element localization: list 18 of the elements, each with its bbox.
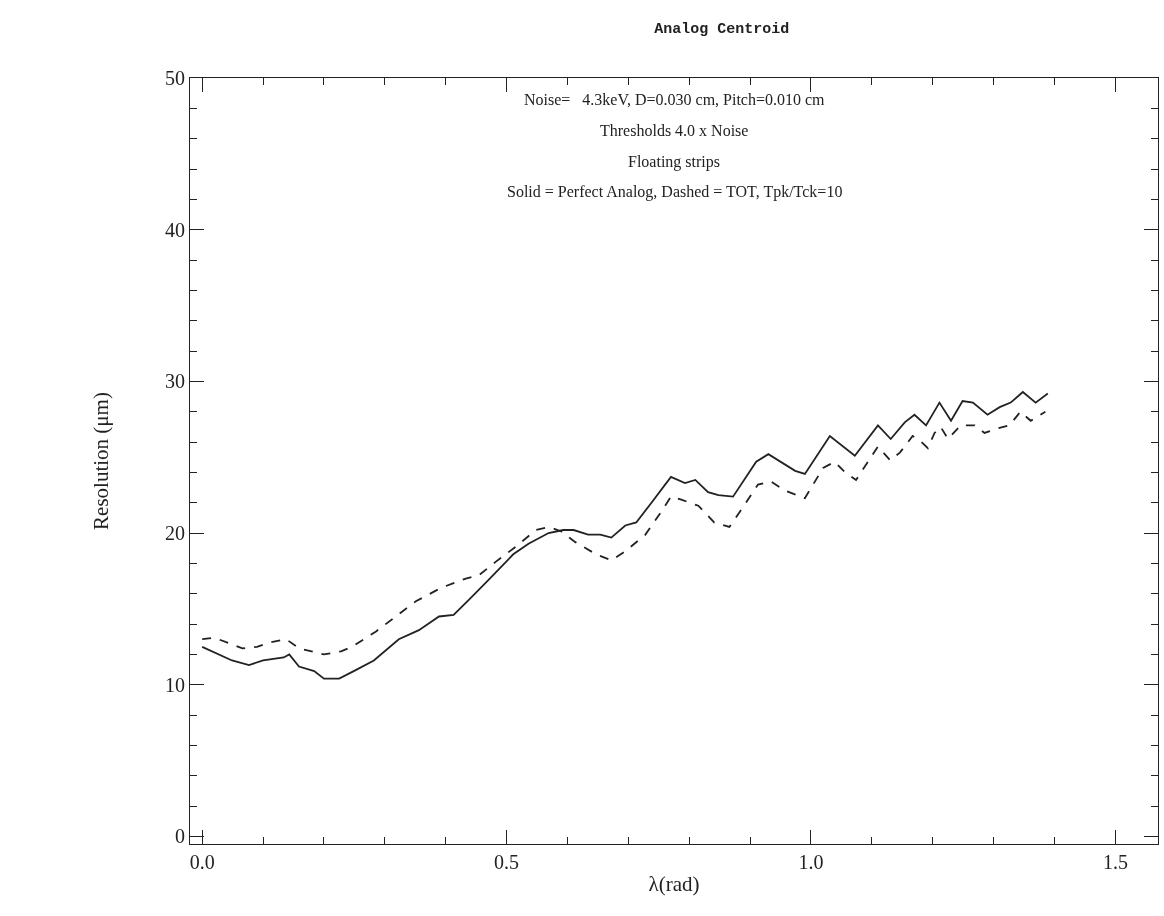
x-axis-title: λ(rad) (648, 872, 700, 897)
y-tick-label: 20 (165, 522, 185, 545)
x-tick-label: 1.0 (798, 851, 824, 873)
annotation: Noise= 4.3keV, D=0.030 cm, Pitch=0.010 cm (524, 91, 826, 108)
line-series (201, 391, 1049, 680)
y-tick-label: 0 (175, 825, 185, 848)
y-tick-label: 10 (165, 673, 185, 696)
x-tick-label: 1.5 (1102, 851, 1128, 873)
y-tick-label: 40 (165, 218, 185, 241)
x-tick-label: 0.5 (494, 851, 520, 873)
y-axis-title: Resolution (μm) (89, 392, 114, 530)
y-tick-label: 50 (165, 67, 185, 89)
x-tick-label: 0.0 (189, 851, 215, 873)
chart-title: Analog Centroid (654, 21, 790, 39)
annotation: Thresholds 4.0 x Noise (600, 122, 749, 139)
annotation: Solid = Perfect Analog, Dashed = TOT, Tpk/Tck=10 (507, 183, 843, 201)
annotation: Floating strips (628, 153, 721, 171)
y-tick-label: 30 (165, 370, 185, 393)
